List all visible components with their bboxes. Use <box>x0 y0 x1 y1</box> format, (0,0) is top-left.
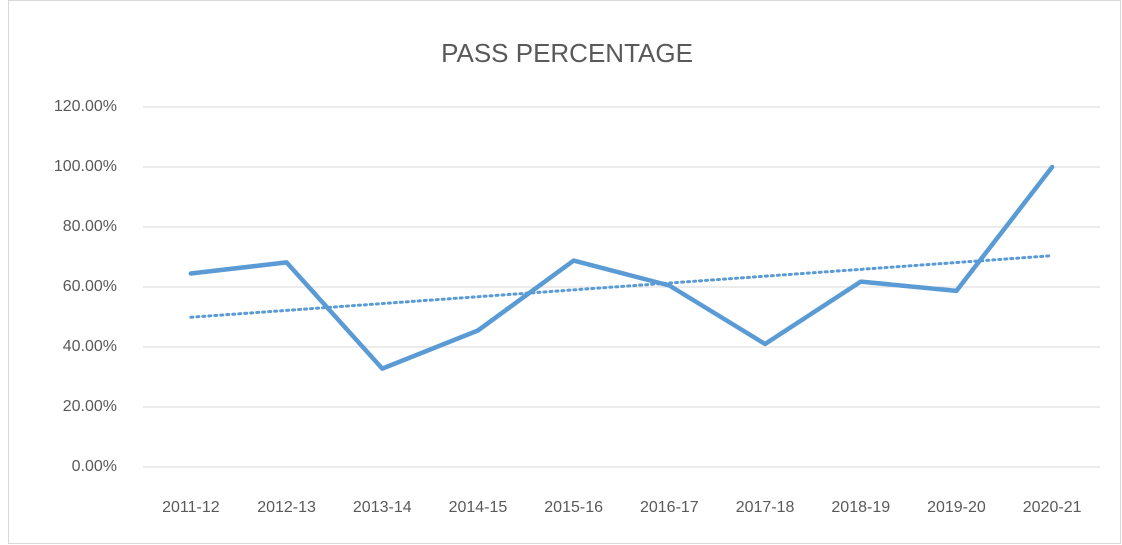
y-tick-label: 100.00% <box>54 158 117 175</box>
x-tick-label: 2012-13 <box>257 499 316 516</box>
x-tick-label: 2019-20 <box>927 499 986 516</box>
x-tick-label: 2014-15 <box>449 499 508 516</box>
x-tick-label: 2020-21 <box>1023 499 1082 516</box>
x-tick-label: 2011-12 <box>162 499 220 516</box>
x-tick-label: 2016-17 <box>640 499 699 516</box>
y-tick-label: 20.00% <box>63 398 117 415</box>
x-tick-label: 2017-18 <box>736 499 795 516</box>
trendline <box>189 254 1054 319</box>
y-tick-label: 120.00% <box>54 98 117 115</box>
y-tick-label: 60.00% <box>63 278 117 295</box>
y-tick-label: 0.00% <box>72 458 117 475</box>
chart-title: PASS PERCENTAGE <box>441 38 693 68</box>
chart-border <box>8 0 1121 544</box>
data-line <box>188 164 1055 371</box>
x-tick-label: 2013-14 <box>353 499 412 516</box>
x-tick-label: 2015-16 <box>544 499 603 516</box>
y-tick-label: 80.00% <box>63 218 117 235</box>
y-tick-label: 40.00% <box>63 338 117 355</box>
x-tick-label: 2018-19 <box>831 499 890 516</box>
